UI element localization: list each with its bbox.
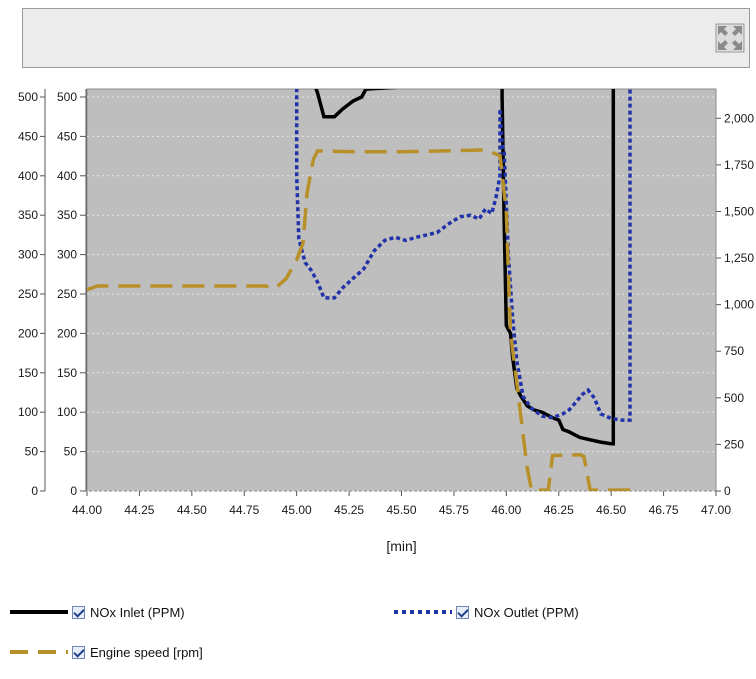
x-axis: 44.00 44.25 44.50 44.75 45.00 45.25 45.50 45.75… — [72, 491, 731, 517]
legend-item-engine-speed: Engine speed [rpm] — [10, 640, 203, 664]
x-tick-label: 46.75 — [649, 503, 679, 517]
legend-label: NOx Outlet (PPM) — [474, 604, 579, 620]
x-tick-label: 44.25 — [124, 503, 154, 517]
x-tick-label: 45.25 — [334, 503, 364, 517]
legend-label: Engine speed [rpm] — [90, 644, 203, 660]
expand-arrows-icon[interactable] — [715, 23, 745, 53]
y-tick-label-inner: 50 — [64, 445, 78, 459]
y-tick-label-outer: 350 — [18, 208, 38, 222]
y-tick-label-inner: 400 — [57, 169, 77, 183]
right-y-axis: 0 250 500 750 1,000 1,250 1,500 1,750 2,000 — [716, 111, 754, 498]
y-right-tick-label: 1,750 — [724, 158, 754, 172]
y-tick-label-inner: 500 — [57, 90, 77, 104]
y-tick-label-inner: 350 — [57, 208, 77, 222]
series-layer — [87, 89, 637, 491]
y-tick-label-outer: 400 — [18, 169, 38, 183]
y-right-tick-label: 1,250 — [724, 251, 754, 265]
y-right-tick-label: 250 — [724, 437, 744, 451]
legend-item-nox-outlet: NOx Outlet (PPM) — [392, 600, 579, 624]
y-tick-label-inner: 100 — [57, 405, 77, 419]
legend-swatch-solid — [10, 610, 68, 614]
legend-swatch-dotted — [394, 610, 452, 614]
y-right-tick-label: 1,000 — [724, 298, 754, 312]
y-right-tick-label: 750 — [724, 344, 744, 358]
y-tick-label-outer: 450 — [18, 129, 38, 143]
x-tick-label: 45.00 — [282, 503, 312, 517]
y-tick-label-inner: 200 — [57, 326, 77, 340]
y-right-tick-label: 0 — [724, 484, 731, 498]
y-tick-label-outer: 500 — [18, 90, 38, 104]
legend-item-nox-inlet: NOx Inlet (PPM) — [10, 600, 185, 624]
x-tick-label: 47.00 — [701, 503, 731, 517]
x-tick-label: 46.00 — [491, 503, 521, 517]
y-right-tick-label: 500 — [724, 391, 744, 405]
x-axis-label: [min] — [386, 538, 416, 554]
y-tick-label-outer: 0 — [31, 484, 38, 498]
checkbox-nox-outlet[interactable] — [456, 605, 469, 619]
nox-chart: 0 0 50 50 100 100 150 150 200 200 250 250 300 300 350 3… — [18, 88, 754, 554]
series-line-nox-outlet-ppm — [294, 89, 632, 422]
y-right-tick-label: 1,500 — [724, 204, 754, 218]
x-tick-label: 45.50 — [386, 503, 416, 517]
legend-swatch-dashed — [10, 650, 68, 654]
x-tick-label: 46.25 — [544, 503, 574, 517]
checkbox-engine-speed[interactable] — [72, 645, 85, 659]
x-tick-label: 45.75 — [439, 503, 469, 517]
x-tick-label: 44.00 — [72, 503, 102, 517]
left-y-axis: 0 0 50 50 100 100 150 150 200 200 250 250 300 300 350 3… — [18, 89, 87, 498]
y-tick-label-outer: 250 — [18, 287, 38, 301]
series-line-engine-speed-rpm — [87, 148, 637, 491]
legend-label: NOx Inlet (PPM) — [90, 604, 185, 620]
y-right-tick-label: 2,000 — [724, 111, 754, 125]
y-tick-label-inner: 300 — [57, 248, 77, 262]
y-tick-label-outer: 200 — [18, 326, 38, 340]
y-tick-label-inner: 150 — [57, 366, 77, 380]
x-tick-label: 44.75 — [229, 503, 259, 517]
plot-area — [86, 88, 717, 492]
y-tick-label-inner: 0 — [70, 484, 77, 498]
x-tick-label: 44.50 — [177, 503, 207, 517]
x-tick-label: 46.50 — [596, 503, 626, 517]
y-tick-label-inner: 250 — [57, 287, 77, 301]
y-tick-label-inner: 450 — [57, 129, 77, 143]
series-line-nox-inlet-ppm — [314, 89, 616, 446]
checkbox-nox-inlet[interactable] — [72, 605, 85, 619]
y-tick-label-outer: 300 — [18, 248, 38, 262]
chart-toolbar — [22, 8, 750, 68]
y-tick-label-outer: 50 — [25, 445, 39, 459]
y-tick-label-outer: 100 — [18, 405, 38, 419]
y-tick-label-outer: 150 — [18, 366, 38, 380]
